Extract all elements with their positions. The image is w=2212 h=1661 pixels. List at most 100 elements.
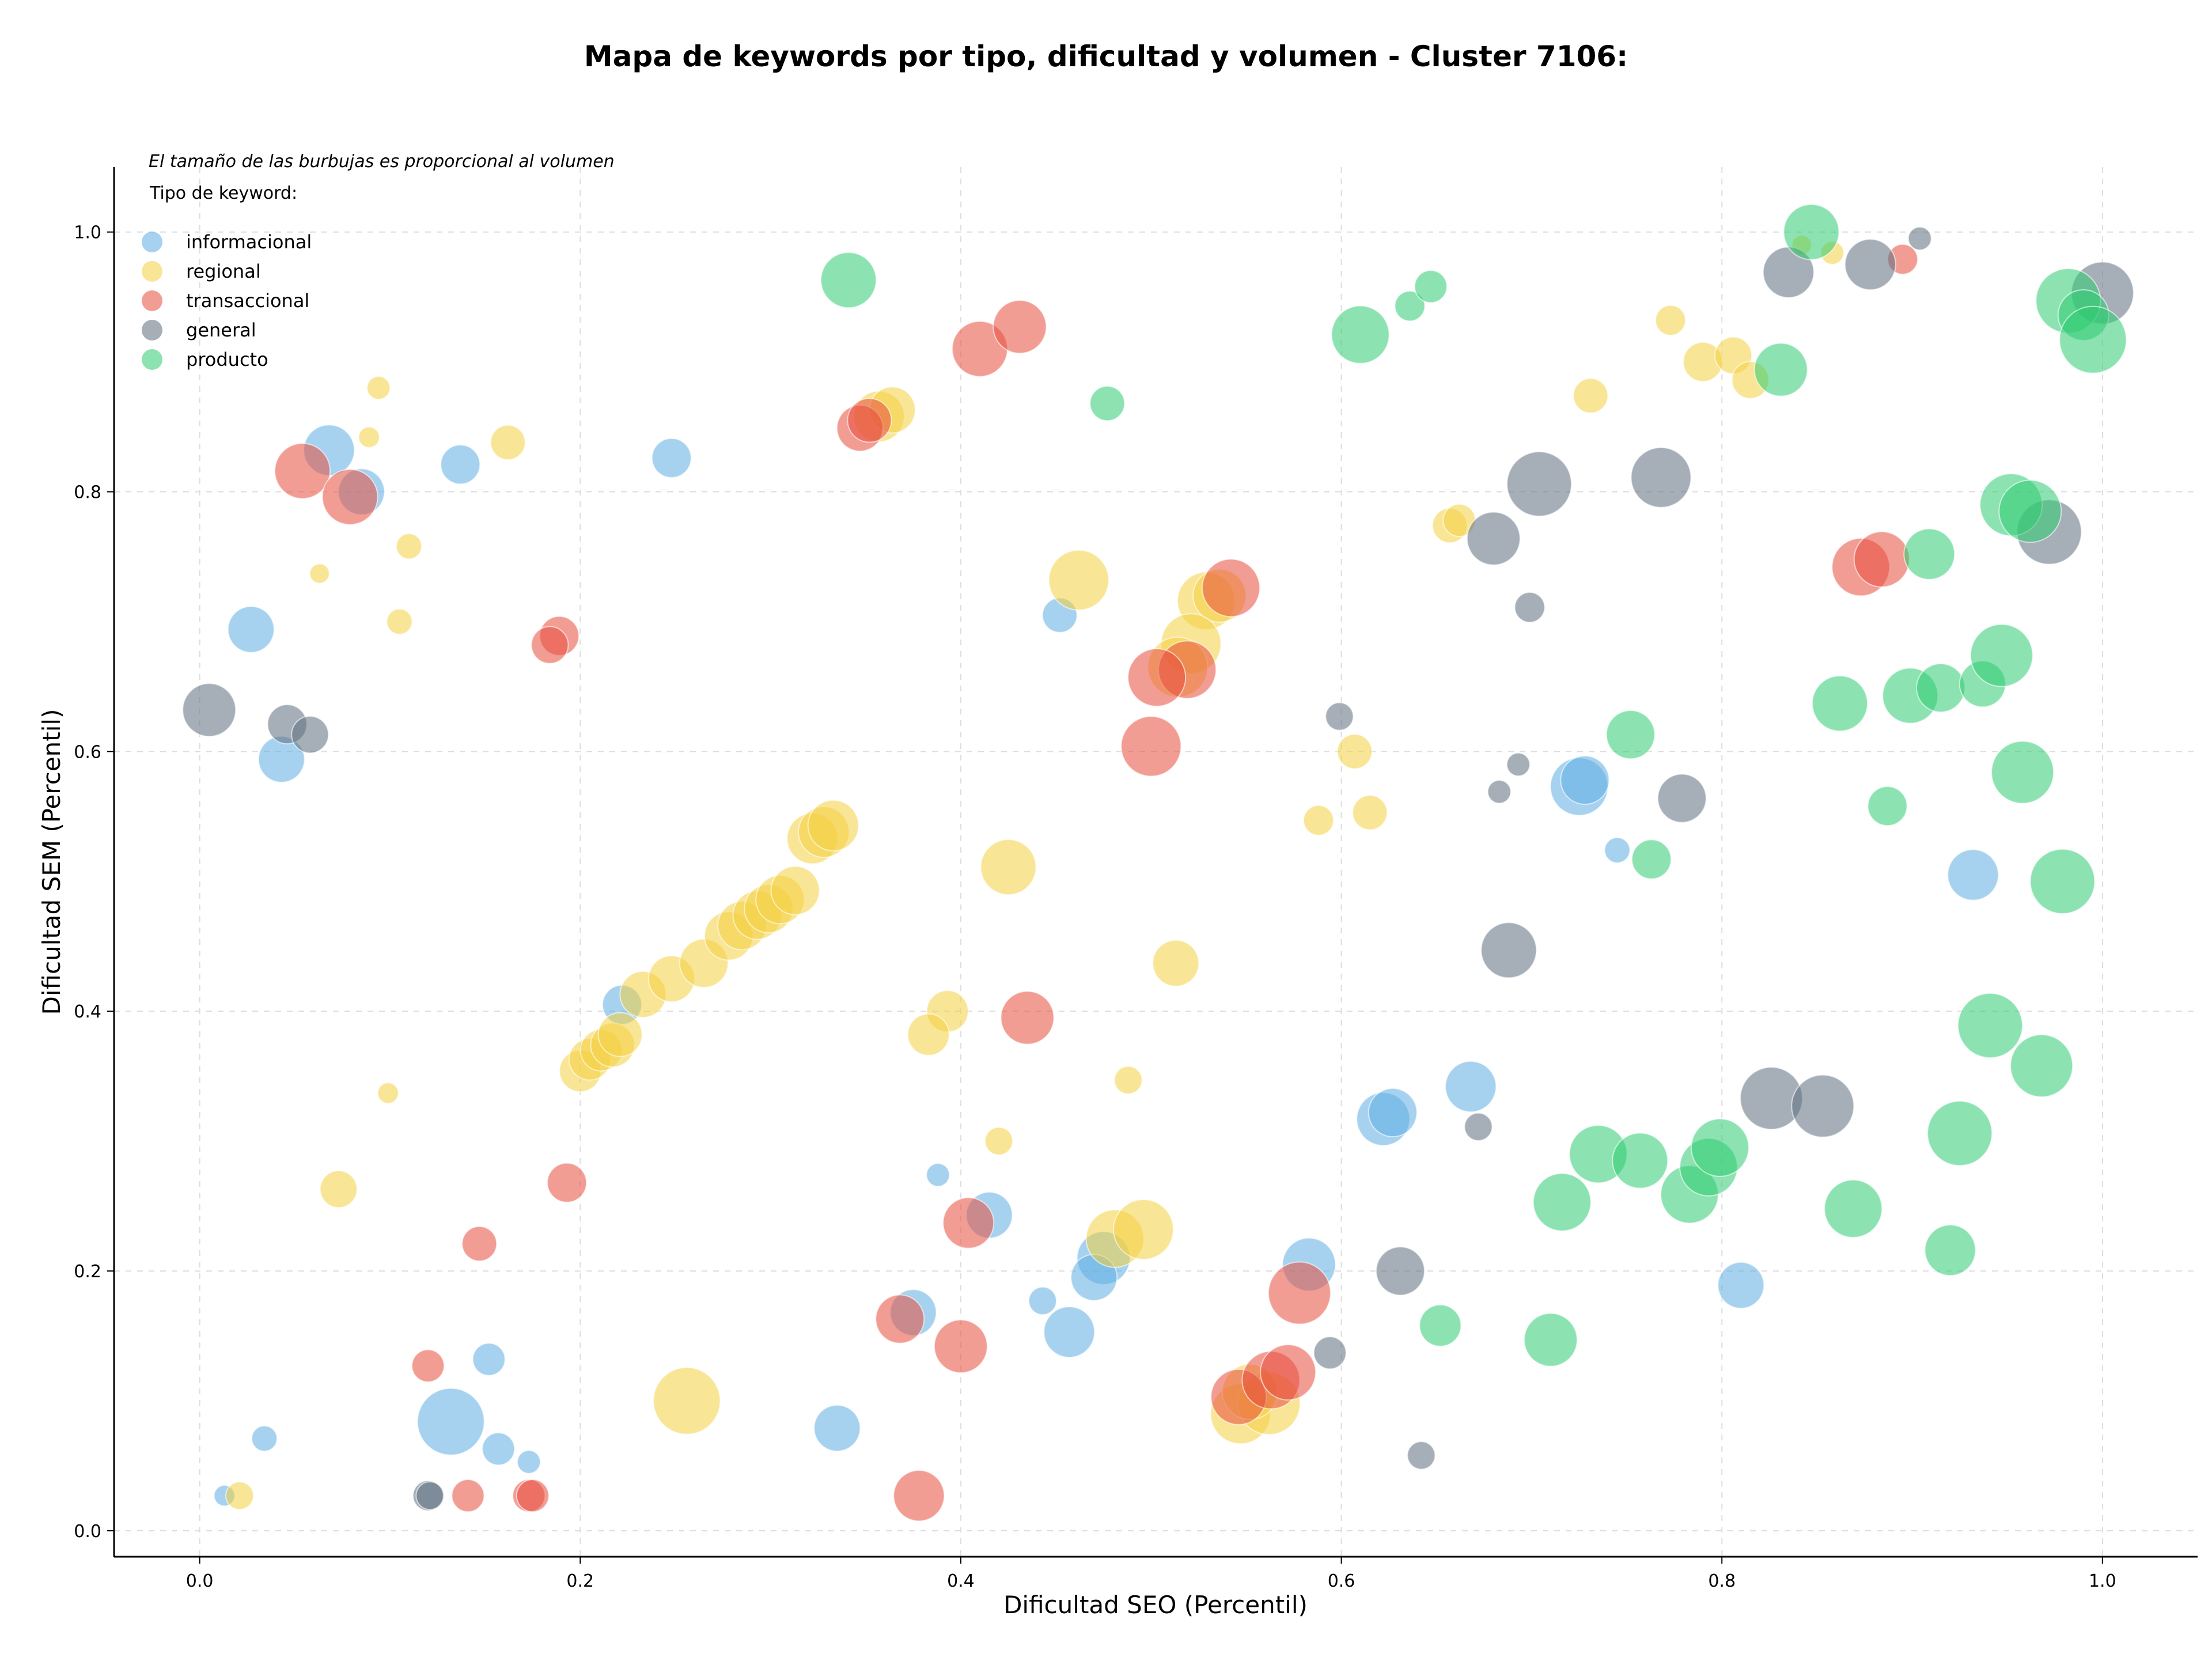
y-tick-label: 0.6: [74, 742, 101, 762]
bubble-informacional: [1717, 1261, 1765, 1309]
legend-marker-informacional: [142, 232, 162, 252]
y-tick-label: 1.0: [74, 223, 101, 243]
bubble-producto: [1414, 270, 1448, 304]
bubble-producto: [1998, 479, 2062, 543]
bubble-producto: [2029, 848, 2096, 914]
bubble-transaccional: [1120, 716, 1182, 777]
bubble-producto: [1753, 342, 1808, 397]
bubble-producto: [1924, 1224, 1976, 1277]
y-tick-label: 0.0: [74, 1522, 101, 1542]
x-tick-label: 0.0: [186, 1571, 214, 1591]
bubble-general: [1791, 1074, 1855, 1138]
series-producto: [820, 203, 2127, 1367]
axis-ticks: 0.0 0.2 0.4 0.6 0.8 1.0 0.0 0.2 0.4 0.6 0.8 1.0: [74, 223, 2116, 1591]
bubble-general: [1325, 702, 1354, 731]
bubble-informacional: [813, 1404, 861, 1452]
bubble-producto: [1916, 663, 1966, 713]
bubble-informacional: [1368, 1088, 1418, 1138]
series-transaccional: [274, 244, 1919, 1522]
bubble-producto: [1811, 675, 1868, 732]
bubble-producto: [1419, 1304, 1462, 1347]
bubble-transaccional: [1000, 990, 1055, 1045]
bubble-transaccional: [1201, 558, 1260, 618]
legend-marker-producto: [142, 349, 162, 370]
bubble-regional: [770, 865, 820, 915]
bubble-transaccional: [933, 1319, 988, 1374]
legend: informacional regional transaccional genera…: [142, 231, 312, 370]
bubble-producto: [1824, 1179, 1883, 1238]
bubble-informacional: [1445, 1060, 1497, 1113]
bubble-regional: [1336, 733, 1373, 770]
y-tick-label: 0.4: [74, 1002, 101, 1022]
bubble-informacional: [1560, 755, 1610, 805]
legend-label-general: general: [186, 319, 256, 341]
bubble-transaccional: [274, 442, 331, 500]
bubble-producto: [1783, 203, 1840, 260]
bubble-producto: [1612, 1132, 1669, 1189]
bubble-transaccional: [547, 1162, 588, 1203]
bubble-producto: [1903, 528, 1956, 580]
bubble-producto: [820, 252, 877, 309]
bubble-producto: [1927, 1100, 1993, 1167]
bubble-producto: [1867, 786, 1908, 827]
bubble-transaccional: [1853, 531, 1910, 588]
bubble-general: [1514, 592, 1546, 623]
bubble-regional: [395, 533, 422, 560]
bubble-general: [1466, 511, 1521, 566]
bubble-producto: [1991, 740, 2055, 804]
bubble-general: [291, 716, 329, 754]
bubble-producto: [1957, 993, 2023, 1059]
y-tick-label: 0.8: [74, 483, 101, 503]
legend-label-transaccional: transaccional: [186, 290, 309, 312]
bubble-regional: [1352, 794, 1388, 831]
bubble-informacional: [517, 1450, 541, 1474]
bubble-informacional: [926, 1163, 950, 1187]
bubble-general: [1313, 1336, 1347, 1370]
bubble-transaccional: [893, 1470, 945, 1522]
bubble-general: [1480, 922, 1537, 979]
bubble-general: [1375, 1246, 1425, 1296]
bubble-regional: [653, 1367, 721, 1435]
legend-label-producto: producto: [186, 349, 268, 370]
bubble-producto: [1089, 385, 1126, 422]
bubble-general: [1506, 752, 1531, 777]
bubble-regional: [1113, 1198, 1175, 1260]
bubble-transaccional: [531, 626, 569, 664]
bubble-informacional: [1043, 1306, 1096, 1359]
bubble-general: [1487, 780, 1512, 804]
bubble-producto: [1631, 839, 1672, 880]
bubble-regional: [1113, 1065, 1143, 1095]
bubble-transaccional: [451, 1479, 485, 1513]
x-tick-label: 0.6: [1328, 1571, 1355, 1591]
y-axis-label: Dificultad SEM (Percentil): [37, 709, 66, 1015]
bubble-regional: [1655, 304, 1687, 336]
size-note: El tamaño de las burbujas es proporciona…: [149, 152, 615, 172]
bubble-general: [1657, 773, 1707, 823]
bubble-regional: [490, 424, 526, 460]
bubble-transaccional: [1260, 1344, 1317, 1401]
bubble-regional: [980, 839, 1037, 896]
bubble-transaccional: [875, 1294, 925, 1344]
bubble-informacional: [472, 1342, 506, 1376]
bubble-general: [1844, 239, 1896, 291]
bubble-informacional: [1604, 837, 1631, 864]
bubble-informacional: [251, 1425, 278, 1452]
bubble-regional: [1152, 939, 1200, 987]
bubble-general: [1907, 226, 1932, 251]
bubble-transaccional: [993, 300, 1047, 354]
bubble-producto: [1523, 1312, 1578, 1367]
bubble-informacional: [482, 1432, 516, 1466]
bubble-regional: [1302, 804, 1334, 836]
legend-label-informacional: informacional: [186, 231, 312, 253]
bubble-regional: [807, 799, 859, 852]
bubble-general: [1506, 451, 1573, 517]
bubble-regional: [358, 426, 380, 448]
bubble-informacional: [227, 606, 275, 653]
bubble-transaccional: [516, 1479, 550, 1513]
bubble-regional: [984, 1126, 1013, 1156]
bubble-regional: [319, 1170, 358, 1209]
bubble-regional: [366, 376, 391, 400]
bubble-regional: [225, 1481, 255, 1511]
bubble-producto: [1969, 623, 2033, 687]
